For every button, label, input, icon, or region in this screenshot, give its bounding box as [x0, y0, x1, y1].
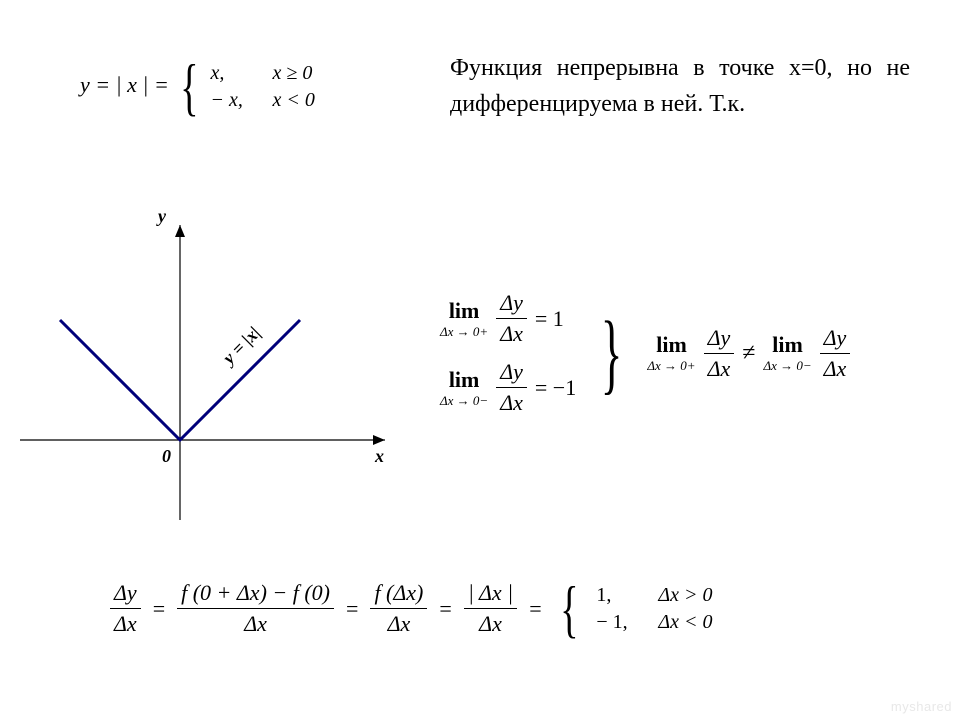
- right-brace-icon: }: [601, 322, 623, 385]
- result-cases: 1, Δx > 0 − 1, Δx < 0: [596, 582, 712, 636]
- difference-quotient-chain: Δy Δx = f (0 + Δx) − f (0) Δx = f (Δx) Δ…: [110, 580, 712, 637]
- watermark: myshared: [891, 699, 952, 714]
- definition-lhs: y = | x | =: [80, 72, 169, 97]
- main-text-paragraph: Функция непрерывна в точке x=0, но не ди…: [450, 50, 910, 122]
- y-axis-label: y: [156, 206, 167, 226]
- definition-cases: x, x ≥ 0 − x, x < 0: [211, 60, 315, 114]
- limits-inequality: lim Δx → 0+ Δy Δx ≠ lim Δx → 0− Δy Δx: [647, 325, 850, 382]
- left-brace-icon: {: [560, 583, 578, 634]
- limits-block: lim Δx → 0+ Δy Δx = 1 lim Δx → 0− Δy Δx: [440, 290, 850, 416]
- one-sided-limits: lim Δx → 0+ Δy Δx = 1 lim Δx → 0− Δy Δx: [440, 290, 576, 416]
- abs-value-graph: 0 x y y = |x|: [10, 190, 410, 530]
- x-axis-label: x: [374, 446, 384, 466]
- origin-label: 0: [162, 446, 171, 466]
- left-brace-icon: {: [180, 61, 198, 112]
- definition-equation: y = | x | = { x, x ≥ 0 − x, x < 0: [80, 60, 315, 114]
- graph-container: 0 x y y = |x|: [10, 190, 410, 535]
